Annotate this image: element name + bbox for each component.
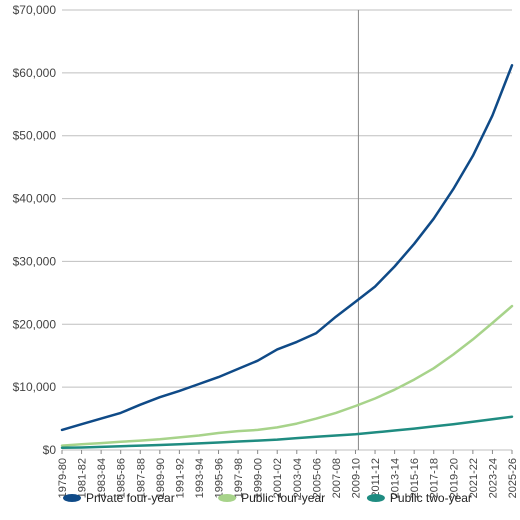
y-tick-label: $0 <box>43 443 57 457</box>
x-tick-label: 2025-26 <box>507 458 519 498</box>
y-tick-label: $30,000 <box>13 254 57 268</box>
y-tick-label: $70,000 <box>13 3 57 17</box>
y-tick-label: $60,000 <box>13 66 57 80</box>
legend: Private four-year Public four-year Public … <box>63 491 472 505</box>
legend-label: Private four-year <box>86 491 175 505</box>
x-tick-label: 2009-10 <box>350 458 362 498</box>
x-tick-label: 2007-08 <box>331 458 343 498</box>
legend-marker <box>367 494 385 502</box>
legend-marker <box>63 494 81 502</box>
y-tick-label: $50,000 <box>13 129 57 143</box>
x-tick-label: 1995-96 <box>214 458 226 498</box>
x-tick-label: 2011-12 <box>370 458 382 498</box>
y-tick-label: $40,000 <box>13 192 57 206</box>
x-tick-label: 1979-80 <box>57 458 69 498</box>
chart-bg <box>0 0 520 520</box>
y-tick-label: $10,000 <box>13 380 57 394</box>
legend-label: Public two-year <box>390 491 472 505</box>
y-tick-label: $20,000 <box>13 317 57 331</box>
tuition-chart: $0 $10,000 $20,000 $30,000 $40,000 $50,000 $60… <box>0 0 520 520</box>
x-tick-label: 2023-24 <box>487 458 499 498</box>
legend-label: Public four-year <box>241 491 325 505</box>
x-tick-label: 1991-92 <box>174 458 186 498</box>
x-tick-label: 1993-94 <box>194 458 206 498</box>
legend-marker <box>218 494 236 502</box>
